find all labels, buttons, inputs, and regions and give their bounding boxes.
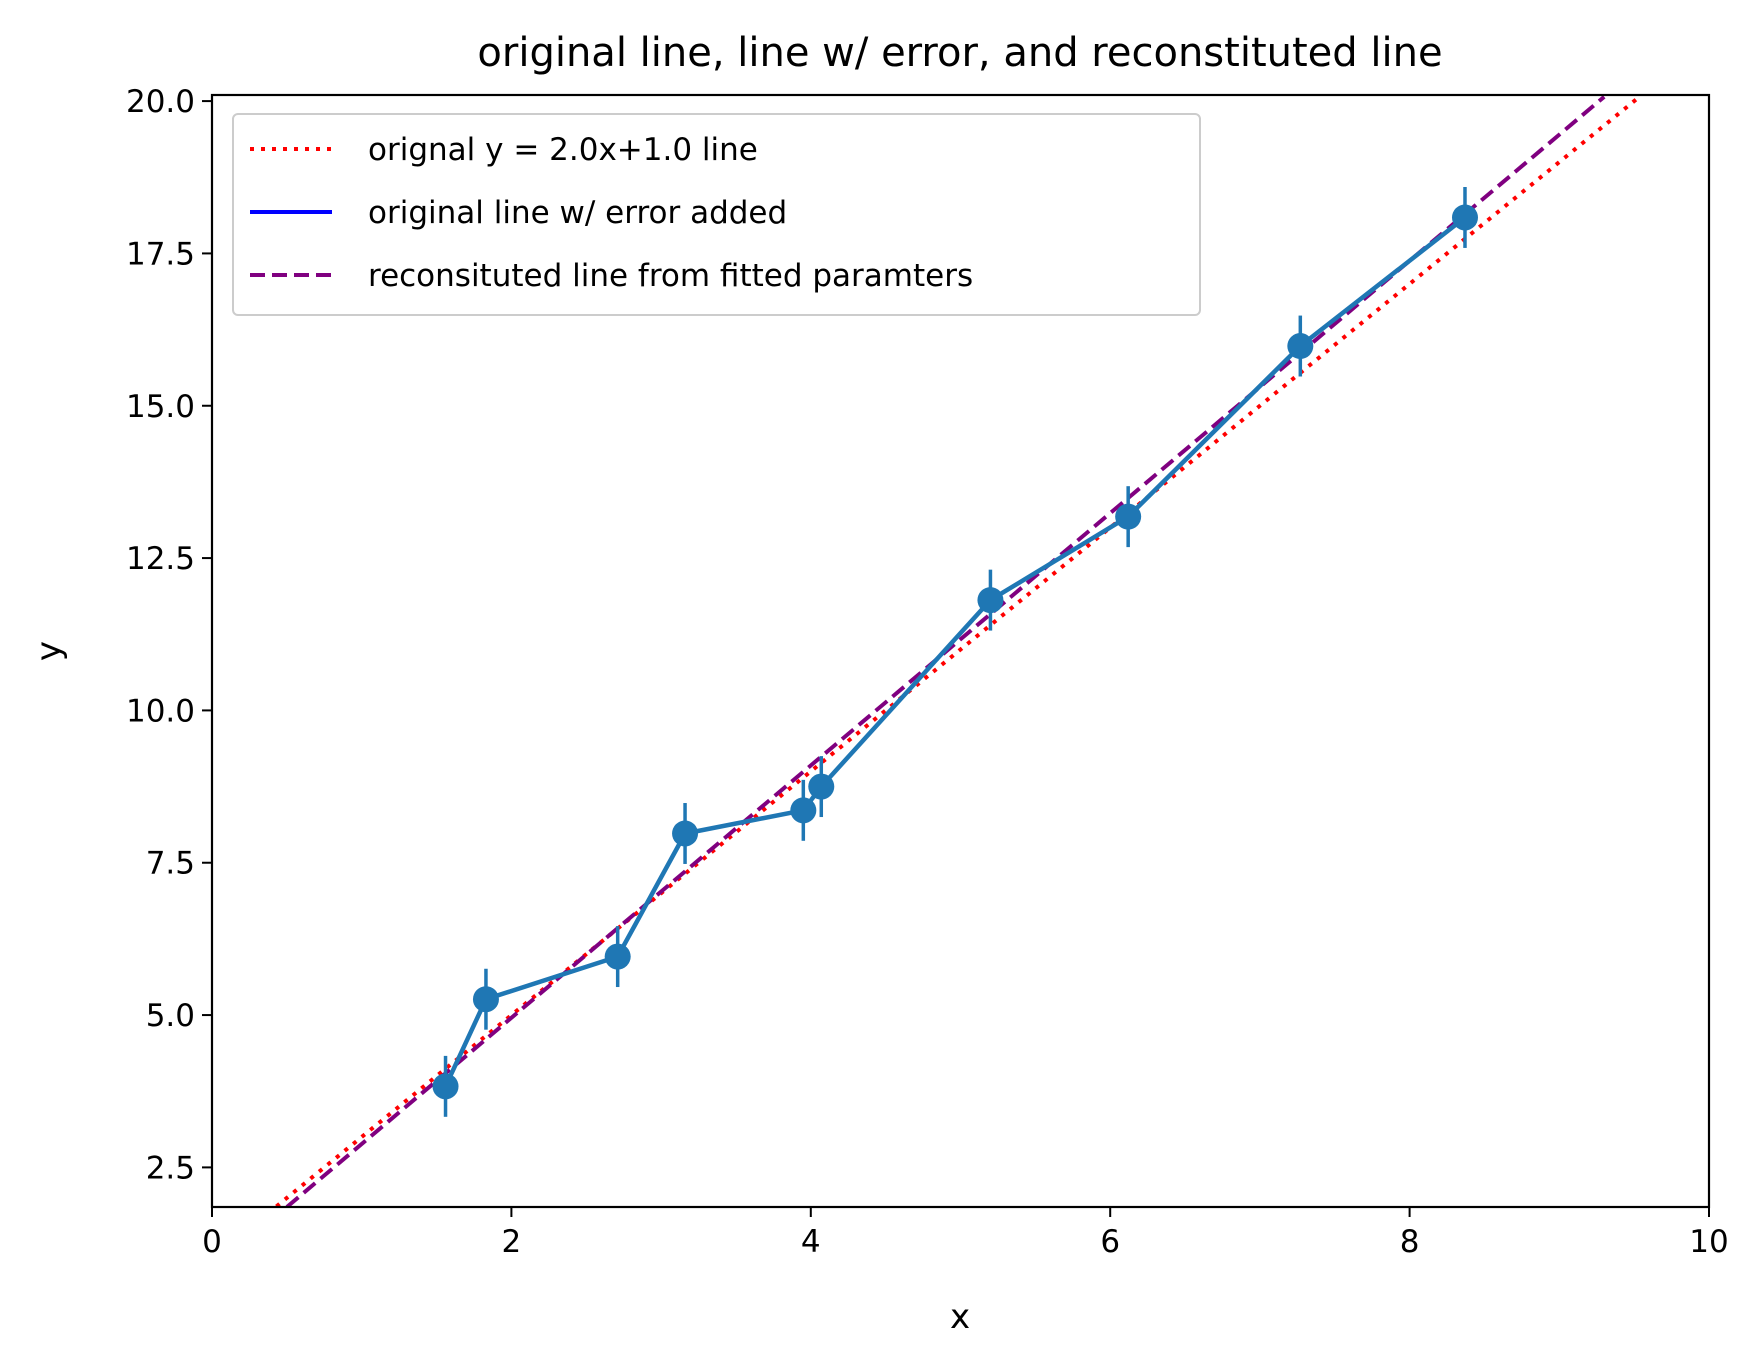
x-axis-label: x bbox=[950, 1297, 970, 1337]
legend-box bbox=[232, 113, 1201, 316]
y-axis-label: y bbox=[29, 641, 69, 661]
chart-title: original line, line w/ error, and recons… bbox=[477, 30, 1442, 76]
data-point bbox=[1451, 204, 1478, 231]
y-tick-label: 10.0 bbox=[126, 693, 195, 729]
y-tick-label: 2.5 bbox=[146, 1150, 195, 1186]
x-tick-label: 4 bbox=[801, 1224, 821, 1260]
y-tick-label: 5.0 bbox=[146, 998, 195, 1034]
data-point bbox=[672, 820, 699, 847]
legend: orignal y = 2.0x+1.0 line original line … bbox=[232, 113, 1201, 316]
data-point bbox=[977, 587, 1004, 614]
y-tick-label: 20.0 bbox=[126, 84, 195, 120]
data-point bbox=[604, 943, 631, 970]
data-point bbox=[472, 986, 499, 1013]
data-point bbox=[1287, 333, 1314, 360]
x-tick-label: 10 bbox=[1689, 1224, 1728, 1260]
y-tick-label: 15.0 bbox=[126, 389, 195, 425]
legend-label-reconstituted-line: reconsituted line from fitted paramters bbox=[368, 258, 973, 294]
y-tick-label: 12.5 bbox=[126, 541, 195, 577]
data-point bbox=[1115, 503, 1142, 530]
data-point bbox=[432, 1073, 459, 1100]
plot-content bbox=[275, 95, 1639, 1207]
y-tick-label: 7.5 bbox=[146, 846, 195, 882]
series-error-line bbox=[443, 215, 1467, 1088]
data-point bbox=[808, 773, 835, 800]
x-axis: 0 2 4 6 8 10 bbox=[202, 1207, 1729, 1260]
x-tick-label: 2 bbox=[502, 1224, 522, 1260]
plot-frame bbox=[210, 93, 1711, 1209]
y-axis: 2.5 5.0 7.5 10.0 12.5 15.0 17.5 20.0 bbox=[126, 84, 212, 1186]
legend-label-error-line: original line w/ error added bbox=[368, 195, 787, 231]
x-tick-label: 8 bbox=[1400, 1224, 1420, 1260]
data-point bbox=[790, 797, 817, 824]
x-tick-label: 6 bbox=[1100, 1224, 1120, 1260]
legend-label-original-line: orignal y = 2.0x+1.0 line bbox=[368, 132, 758, 168]
x-tick-label: 0 bbox=[202, 1224, 222, 1260]
y-tick-label: 17.5 bbox=[126, 236, 195, 272]
